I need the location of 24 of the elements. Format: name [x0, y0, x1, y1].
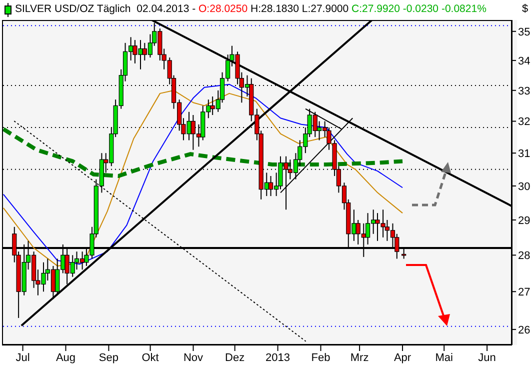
x-tick-label: Feb: [311, 352, 330, 364]
x-tick-label: 2013: [266, 352, 290, 364]
y-tick-label: 31: [518, 148, 530, 160]
x-tick-label: Jun: [478, 352, 496, 364]
chart-title: SILVER USD/OZ Täglich 02.04.2013 - O:28.0250 H:28.1830 L:27.9000 C:27.9920 -0.0230 -0.0821%: [15, 3, 486, 15]
y-tick-label: 29: [518, 214, 530, 227]
x-tick-label: Mrz: [350, 352, 369, 364]
x-tick-label: Jul: [16, 352, 30, 364]
y-tick-label: 33: [518, 85, 530, 98]
x-tick-label: Dez: [225, 352, 245, 364]
y-tick-label: 34: [518, 55, 530, 68]
x-tick-label: Aug: [56, 352, 76, 364]
y-tick-label: 26: [518, 324, 530, 336]
y-axis-title: $: [522, 3, 528, 15]
y-tick-label: 32: [518, 116, 530, 128]
x-tick-label: Nov: [183, 352, 204, 364]
x-tick-label: Okt: [142, 352, 159, 364]
y-tick-label: 30: [518, 180, 530, 193]
y-tick-label: 28: [518, 250, 530, 262]
x-tick-label: Mai: [435, 352, 453, 364]
x-tick-label: Apr: [394, 352, 412, 364]
x-tick-label: Sep: [98, 352, 118, 364]
y-tick-label: 35: [518, 26, 530, 38]
y-tick-label: 27: [518, 286, 530, 299]
